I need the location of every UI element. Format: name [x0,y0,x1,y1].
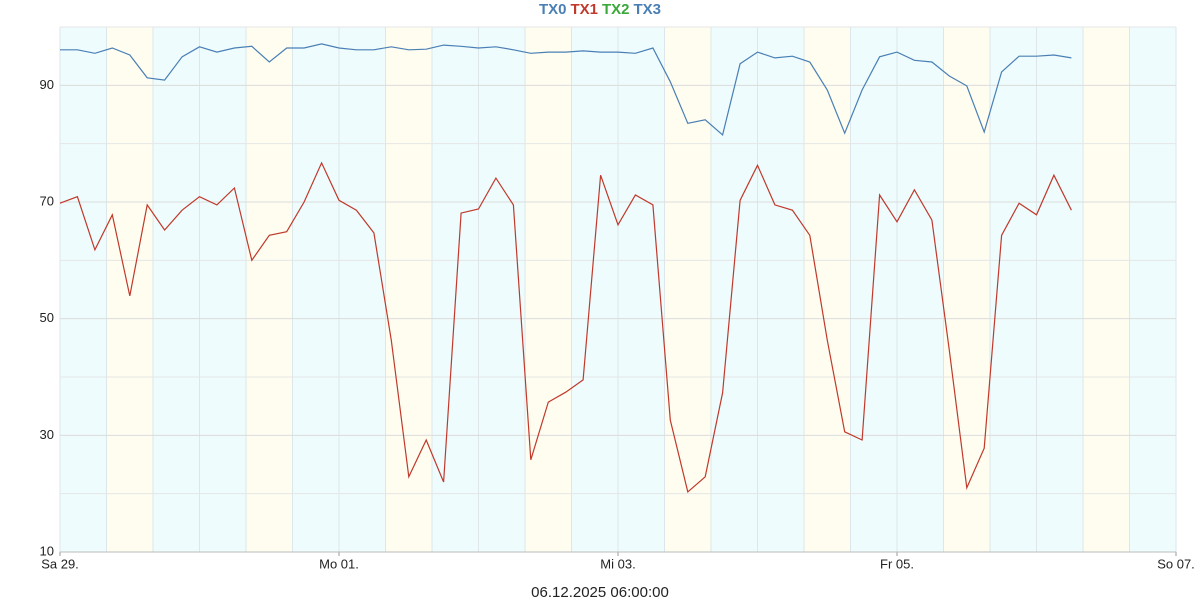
x-tick-label: Mo 01. [319,556,359,571]
time-band [1083,27,1130,552]
time-band [478,27,525,552]
y-tick-label: 90 [40,77,54,92]
y-tick-label: 10 [40,543,54,558]
time-band [1129,27,1176,552]
time-band [571,27,618,552]
legend-entry: TX0 [539,1,567,18]
series-line [60,43,1072,136]
time-band [60,27,107,552]
footer: 06.12.2025 06:00:00 [531,584,669,600]
y-tick-label: 50 [40,310,54,325]
time-band [711,27,758,552]
y-tick-label: 70 [40,193,54,208]
time-band [292,27,339,552]
time-band [757,27,804,552]
time-band [1036,27,1083,552]
time-band [339,27,386,552]
time-band [246,27,293,552]
legend-entry: TX3 [634,1,662,18]
time-band [804,27,851,552]
time-band [385,27,432,552]
x-tick-label: So 07. [1157,556,1195,571]
time-band [897,27,944,552]
time-band [618,27,665,552]
time-band [664,27,711,552]
legend-entry: TX2 [602,1,630,18]
time-band [199,27,246,552]
x-tick-label: Mi 03. [600,556,635,571]
time-band [153,27,200,552]
time-band [525,27,572,552]
time-band [850,27,897,552]
time-band [432,27,479,552]
y-tick-label: 30 [40,427,54,442]
legend: TX0 TX1 TX2 TX3 [539,1,661,18]
x-tick-label: Sa 29. [41,556,79,571]
time-band [106,27,153,552]
time-band [943,27,990,552]
series-line [59,161,1072,493]
legend-entry: TX1 [570,1,598,18]
x-tick-label: Fr 05. [880,556,914,571]
